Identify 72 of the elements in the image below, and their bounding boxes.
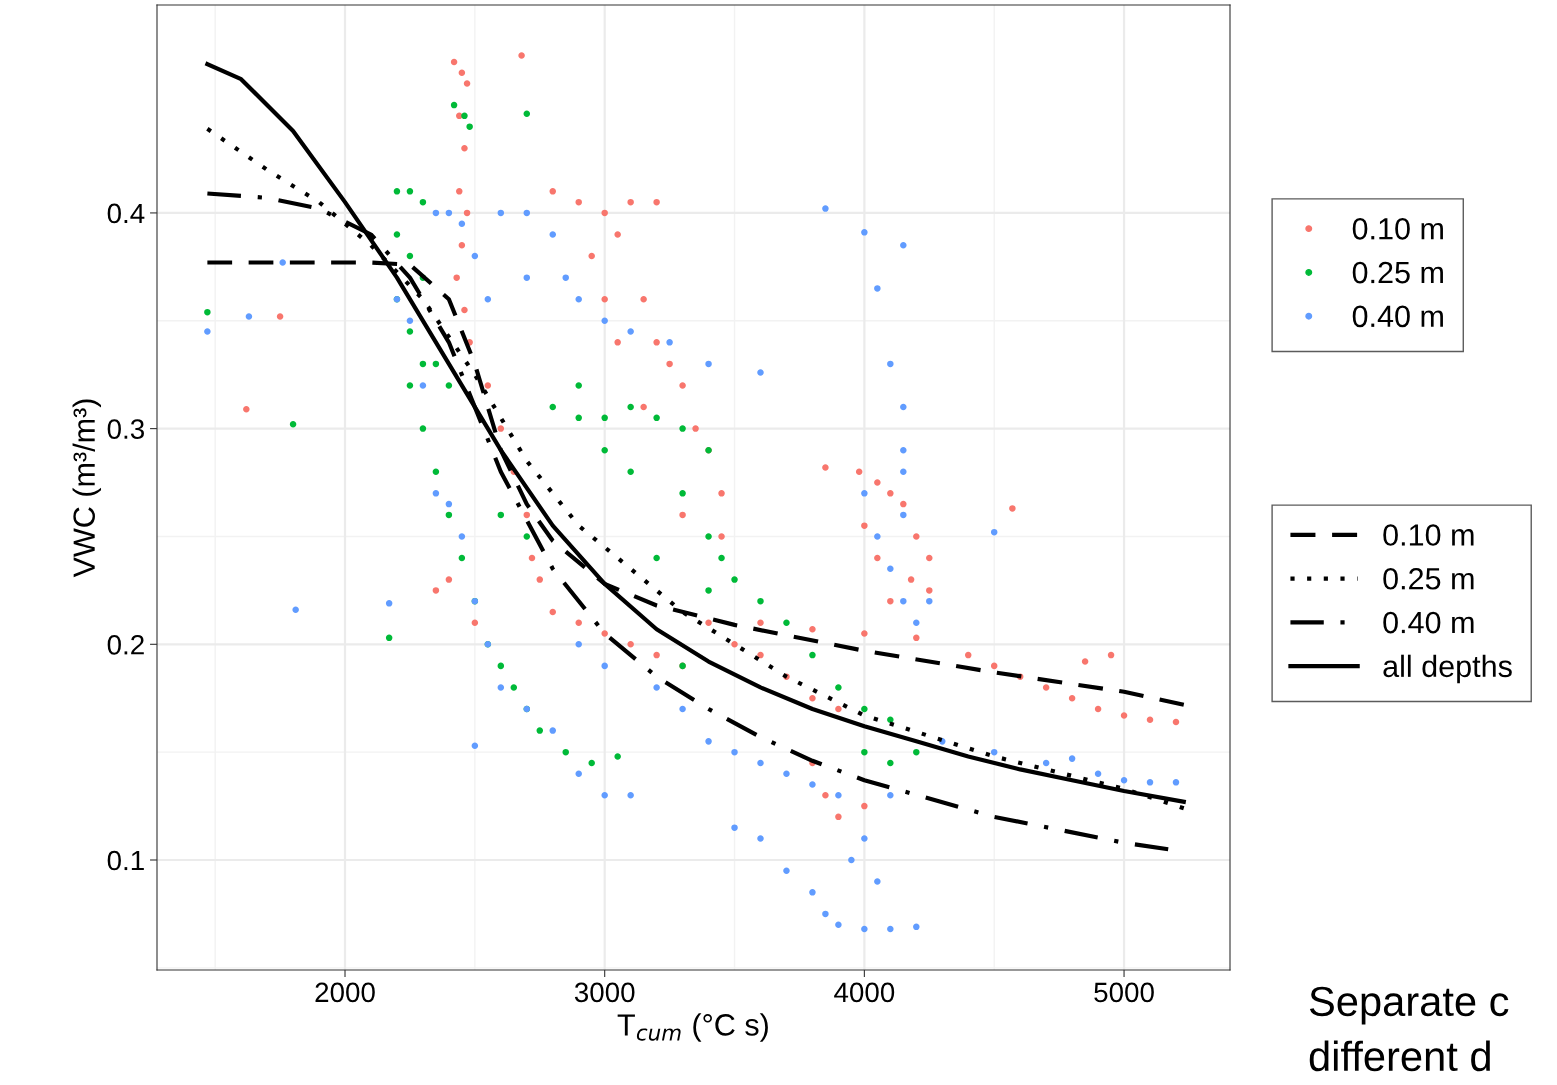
point: [432, 468, 440, 476]
point: [783, 619, 790, 626]
point: [887, 716, 894, 724]
point: [705, 533, 712, 540]
legend-label: 0.40 m: [1352, 305, 1443, 328]
point: [461, 112, 468, 120]
point: [835, 684, 842, 691]
point: [432, 360, 440, 368]
point: [705, 587, 712, 594]
point: [406, 328, 414, 335]
legend-label: 0.25 m: [1352, 261, 1443, 284]
point: [419, 360, 427, 368]
point: [385, 634, 393, 642]
point: [861, 748, 868, 756]
point: [419, 425, 427, 432]
legend-label: 0.25 m: [1383, 567, 1474, 590]
y-tick-label: 0.2: [107, 634, 144, 655]
x-tick-label: 5000: [1094, 982, 1154, 1003]
x-tick-label: 2000: [315, 982, 375, 1003]
point: [523, 110, 531, 117]
point: [627, 403, 634, 411]
point: [601, 414, 608, 422]
point: [497, 511, 505, 519]
y-tick-label: 0.4: [107, 203, 145, 224]
y-tick-label: 0.3: [107, 419, 144, 439]
y-tick-label: 0.1: [107, 850, 144, 871]
point: [562, 748, 569, 756]
point: [913, 748, 920, 756]
point: [679, 490, 686, 497]
point: [861, 705, 868, 713]
point: [406, 382, 414, 389]
point: [809, 651, 816, 659]
point: [757, 597, 764, 605]
point: [731, 576, 738, 583]
point: [653, 554, 660, 562]
point: [653, 414, 660, 422]
point: [393, 231, 401, 238]
x-axis-title: T$_{cum}$ (°C s): [617, 1013, 768, 1042]
point: [445, 511, 453, 519]
point: [627, 468, 634, 476]
point: [614, 753, 621, 760]
y-axis-title: VWC (m³/m³): [72, 399, 102, 578]
point: [510, 684, 518, 691]
point: [406, 188, 414, 195]
point: [536, 727, 544, 734]
text: Separate c: [1309, 986, 1509, 1025]
point: [289, 421, 297, 428]
point: [718, 554, 725, 562]
point: [523, 533, 531, 540]
point: [497, 662, 505, 670]
point: [588, 759, 595, 767]
point: [601, 446, 608, 454]
point: [575, 414, 582, 422]
point: [450, 101, 458, 109]
text: different d: [1309, 1040, 1490, 1072]
point: [406, 252, 414, 260]
point: [679, 425, 686, 432]
legend-label: 0.40 m: [1383, 611, 1474, 634]
point: [887, 759, 894, 767]
point: [419, 198, 427, 206]
legend-label: 0.10 m: [1383, 524, 1474, 546]
point: [549, 403, 557, 411]
x-tick-label: 4000: [834, 982, 895, 1003]
point: [466, 123, 473, 130]
point: [393, 188, 401, 195]
legend-label: 0.10 m: [1352, 218, 1443, 240]
x-tick-label: 3000: [574, 982, 635, 1003]
point: [575, 382, 582, 389]
point: [445, 382, 453, 389]
legend-label: all depths: [1383, 654, 1512, 684]
point: [458, 554, 466, 562]
point: [204, 308, 211, 316]
